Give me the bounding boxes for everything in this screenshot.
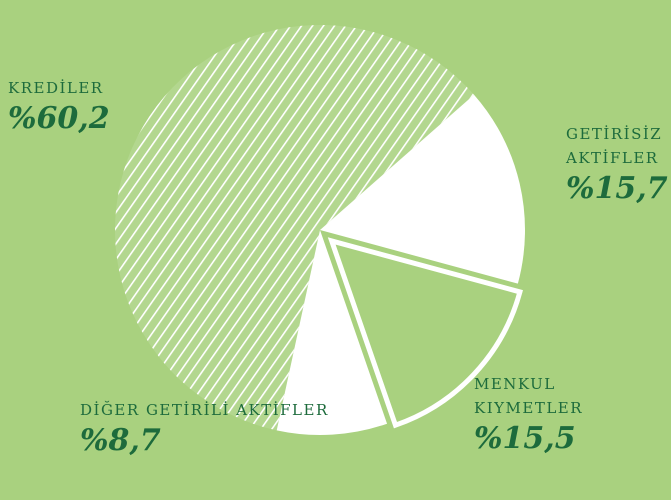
category-label: MENKUL KIYMETLER [474, 372, 634, 420]
page: (() => { const data = JSON.parse(documen… [0, 0, 671, 500]
slice-label: MENKUL KIYMETLER%15,5 [474, 372, 634, 458]
slice-label: GETİRİSİZ AKTİFLER%15,7 [566, 122, 671, 208]
value-label: %15,5 [474, 420, 634, 458]
category-label: KREDİLER [8, 76, 148, 100]
category-label: DİĞER GETİRİLİ AKTİFLER [80, 398, 340, 422]
value-label: %8,7 [80, 422, 340, 460]
value-label: %15,7 [566, 170, 671, 208]
value-label: %60,2 [8, 100, 148, 138]
category-label: GETİRİSİZ AKTİFLER [566, 122, 671, 170]
slice-label: KREDİLER%60,2 [8, 76, 148, 138]
slice-label: DİĞER GETİRİLİ AKTİFLER%8,7 [80, 398, 340, 460]
